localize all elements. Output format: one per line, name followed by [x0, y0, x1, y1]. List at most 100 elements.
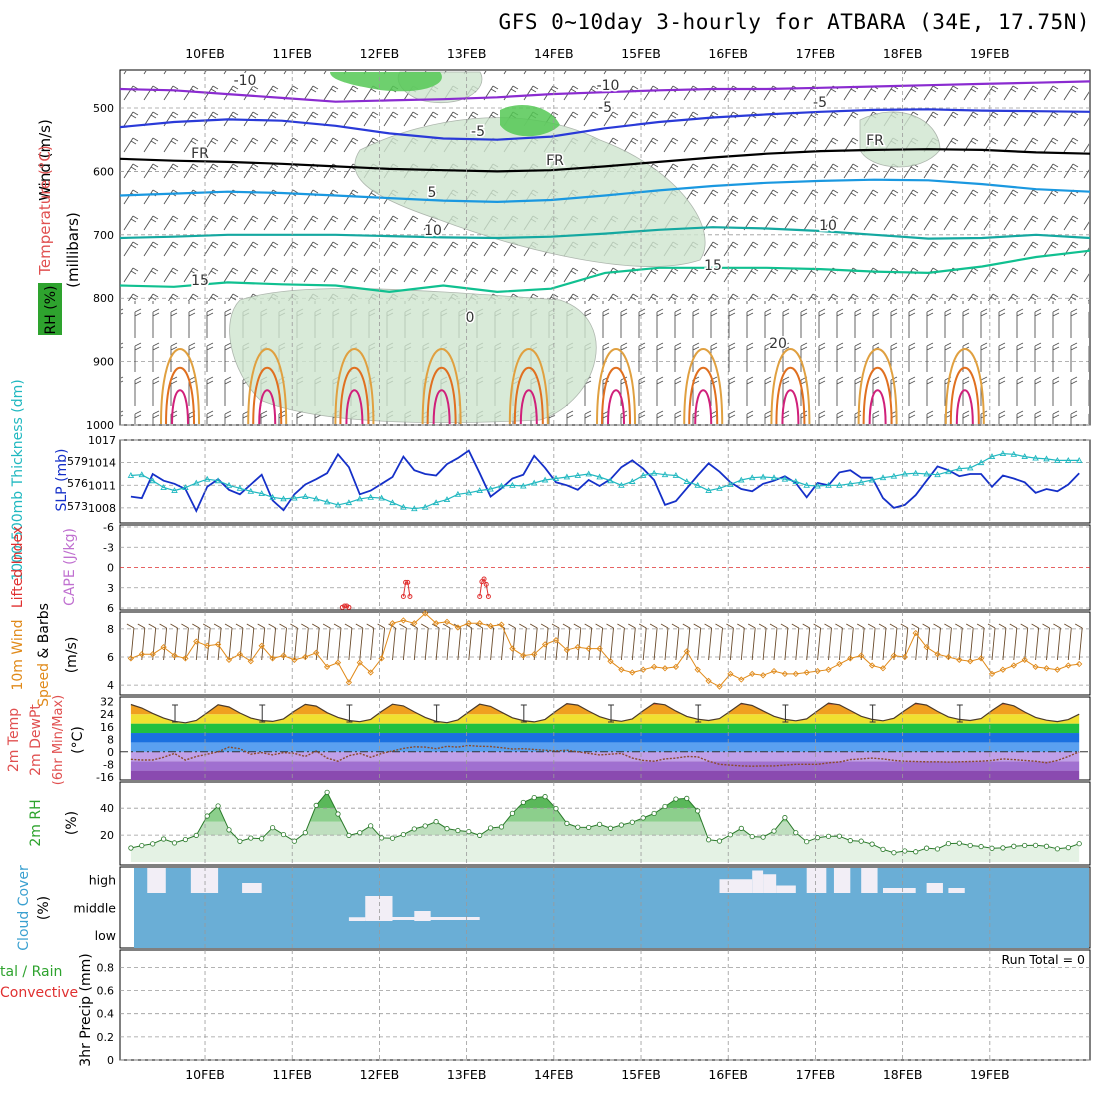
wind-speed-marker: [345, 679, 353, 686]
rh-marker: [324, 789, 330, 795]
wind-frame: [119, 611, 1091, 696]
rh-marker: [771, 828, 777, 834]
thickness-marker: [672, 472, 680, 478]
thickness-marker: [203, 475, 211, 482]
cloud-background: [134, 868, 1089, 948]
rh-marker: [902, 848, 908, 854]
rh-marker: [150, 841, 156, 847]
surface-isotherm: [513, 366, 544, 425]
isotherm--10: [119, 80, 1091, 103]
rh-marker: [825, 833, 832, 839]
wind-barb: [413, 627, 418, 661]
wind-speed-marker: [781, 670, 789, 678]
chart-title: GFS 0~10day 3-hourly for ATBARA (34E, 17…: [498, 10, 1090, 34]
wind-speed-marker: [432, 620, 440, 627]
wind-speed-marker: [847, 655, 854, 662]
rh-marker: [182, 836, 188, 843]
rh-marker: [378, 835, 385, 841]
thickness-marker: [814, 482, 821, 489]
rh-unit-label-part: (%): [64, 811, 80, 835]
cloud-block: [763, 874, 777, 893]
thickness-marker: [530, 479, 538, 486]
wind-barb: [217, 627, 222, 661]
wind-barb-flag: [529, 623, 538, 629]
rh-marker: [128, 845, 134, 851]
temp-band: [130, 703, 1080, 705]
temp-band: [130, 733, 1080, 743]
surface-isotherm: [247, 348, 288, 425]
wind-barb-flag: [933, 623, 941, 629]
wind-speed-marker: [182, 655, 189, 662]
rh-marker: [913, 849, 919, 855]
wind10-unit-label: (m/s): [64, 637, 80, 674]
contour-label: 10: [424, 223, 442, 239]
precip-tick: 0: [107, 1054, 114, 1067]
rh-marker: [804, 839, 810, 845]
thickness-marker: [639, 472, 647, 478]
wind-axis-label-part: Wind (m/s): [36, 119, 54, 201]
wind-speed-marker: [574, 644, 581, 651]
wind-barb: [631, 627, 636, 661]
wind-speed-marker: [552, 636, 560, 644]
temp-band: [130, 723, 1080, 734]
rh-marker: [433, 819, 439, 825]
rh-marker: [923, 845, 930, 851]
rh-marker: [1000, 845, 1006, 851]
rh-marker: [531, 794, 537, 801]
series-left: [130, 452, 1080, 510]
rh-marker: [891, 850, 897, 856]
contour-label: 10: [819, 218, 837, 234]
wind-barb-flag: [737, 623, 745, 629]
thickness-marker: [847, 480, 854, 487]
rh-marker: [673, 796, 679, 802]
cape-axis-label-part: CAPE (J/kg): [62, 528, 78, 606]
thickness-marker: [378, 494, 385, 501]
slp-thickness-panel: 1008 1011 1014 1017 573 576 579: [67, 434, 1090, 515]
wind-barb-flag: [366, 623, 374, 629]
rh2m-axis-label: 2m RH: [28, 799, 44, 846]
wind-barb-flag: [1053, 623, 1061, 629]
date-label-top: 16FEB: [708, 46, 748, 61]
cloud-block: [806, 868, 827, 893]
wind-barb: [381, 627, 386, 661]
dewpt-axis-label: 2m DewPt: [28, 704, 44, 776]
rh-marker: [651, 810, 657, 817]
rh-marker: [193, 832, 199, 838]
side-labels: Wind (m/s)Temperature (°C) RH (%) (milliba…: [0, 119, 94, 1067]
cloud-level-label: high: [89, 873, 116, 888]
cloud-cover-panel: high middle low: [73, 868, 1089, 948]
thickness-marker: [1010, 450, 1018, 457]
wind-speed-marker: [356, 659, 363, 666]
thickness-marker: [465, 489, 473, 496]
wind-barb-flag: [540, 623, 549, 629]
rh-marker: [400, 831, 406, 838]
wind-barb-flag: [660, 623, 669, 629]
wind-barb: [522, 627, 527, 661]
wind-barb: [130, 627, 135, 661]
wind-speed-marker: [1021, 656, 1028, 663]
wind-speed-marker: [792, 670, 799, 678]
precip-panel: 0 0.2 0.4 0.6 0.8 Run Total = 0: [97, 952, 1090, 1067]
lifted-index-line: [479, 578, 489, 597]
wind-barb-flag: [475, 623, 483, 629]
wind-barb-flag: [519, 623, 527, 629]
thickness-marker: [901, 470, 909, 477]
wind-barb-flag: [224, 623, 233, 629]
wind-barb: [457, 627, 462, 661]
wind-barb: [675, 627, 680, 661]
cloud-block: [776, 885, 796, 893]
wind-barb-flag: [1031, 623, 1039, 629]
thickness-marker: [171, 487, 178, 494]
wind-barb-flag: [322, 623, 331, 629]
rh-marker: [858, 838, 864, 844]
thickness-marker: [389, 499, 396, 506]
cloud-unit-label: (%): [36, 896, 52, 920]
cloud-axis-label-part: Cloud Cover: [16, 865, 32, 951]
wind10-axis-label-part: 10m Wind: [10, 619, 26, 690]
temp-axis-label-part: Temperature (°C): [36, 145, 54, 275]
pressure-tick: 600: [93, 165, 114, 178]
rh-marker: [553, 806, 559, 812]
date-label-top: 10FEB: [185, 46, 225, 61]
wind-speed-marker: [531, 651, 538, 658]
